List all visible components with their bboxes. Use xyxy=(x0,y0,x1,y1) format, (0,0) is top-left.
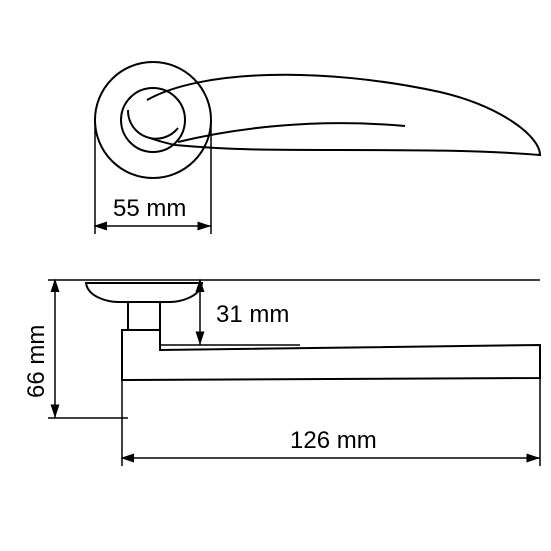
lever-side-profile xyxy=(122,330,540,380)
dim-31-label: 31 mm xyxy=(216,301,289,328)
dim-66-label: 66 mm xyxy=(23,325,50,398)
technical-drawing: 55 mm 66 mm 31 mm 126 mm xyxy=(0,0,551,551)
lever-inner-curve xyxy=(178,123,405,142)
rose-outer-circle xyxy=(95,62,211,178)
dim-126-label: 126 mm xyxy=(290,427,377,454)
rose-side-profile xyxy=(86,283,202,302)
side-view: 66 mm 31 mm 126 mm xyxy=(23,280,540,466)
dim-31: 31 mm xyxy=(160,280,300,345)
dim-126: 126 mm xyxy=(122,378,540,466)
dim-55-label: 55 mm xyxy=(113,195,186,222)
lever-base-arc xyxy=(128,110,178,139)
top-view: 55 mm xyxy=(95,62,540,234)
